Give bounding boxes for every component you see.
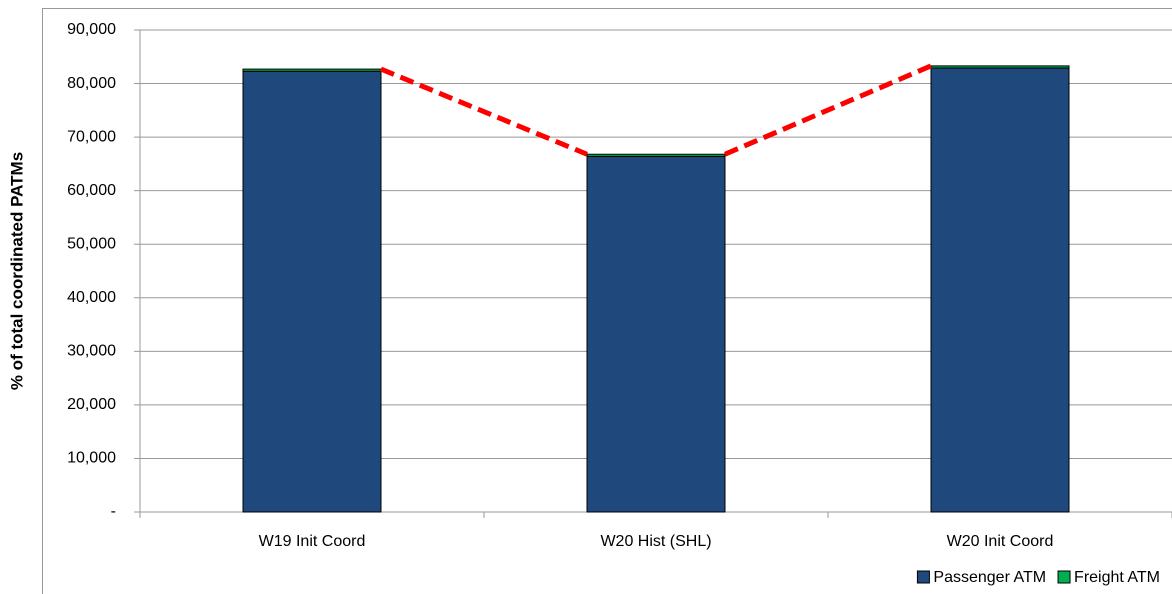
y-tick-label: 40,000 — [67, 289, 116, 306]
legend-label: Passenger ATM — [933, 569, 1046, 586]
y-axis-label: % of total coordinated PATMs — [7, 152, 26, 390]
chart-frame — [42, 8, 1172, 594]
y-tick-label: - — [111, 503, 116, 520]
bar-segment — [586, 153, 726, 157]
y-tick-label: 20,000 — [67, 396, 116, 413]
y-tick-label: 10,000 — [67, 450, 116, 467]
bar-segment — [930, 65, 1070, 69]
legend-swatch — [1057, 570, 1071, 584]
x-tick-label: W20 Init Coord — [947, 533, 1054, 550]
connector-line — [380, 66, 588, 157]
legend-swatch — [916, 570, 930, 584]
y-tick-label: 60,000 — [67, 182, 116, 199]
x-tick-label: W20 Hist (SHL) — [600, 533, 711, 550]
legend-label: Freight ATM — [1074, 569, 1160, 586]
bar-segment — [242, 68, 382, 72]
y-tick-label: 70,000 — [67, 128, 116, 145]
bar-segment — [586, 155, 726, 513]
bar-segment — [242, 70, 382, 513]
y-tick-label: 90,000 — [67, 21, 116, 38]
y-tick-label: 50,000 — [67, 235, 116, 252]
connector-line — [724, 63, 932, 157]
bar-segment — [930, 67, 1070, 513]
y-tick-label: 30,000 — [67, 343, 116, 360]
y-tick-label: 80,000 — [67, 75, 116, 92]
x-tick-label: W19 Init Coord — [259, 533, 366, 550]
